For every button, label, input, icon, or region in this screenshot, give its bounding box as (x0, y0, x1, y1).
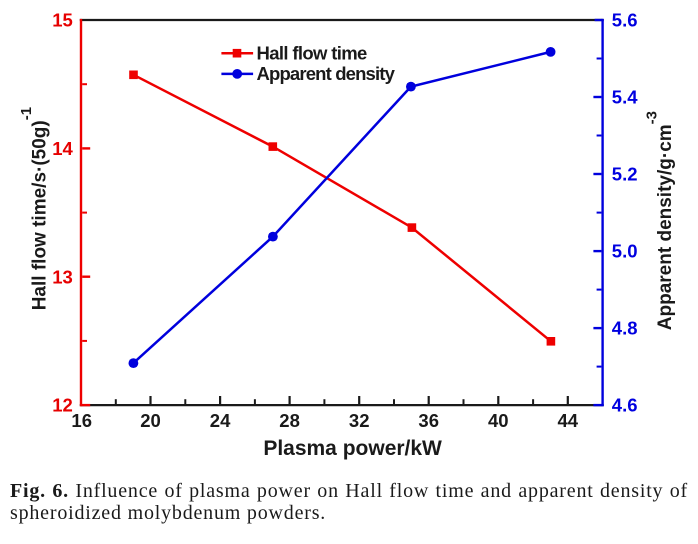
svg-text:Plasma power/kW: Plasma power/kW (263, 437, 442, 460)
svg-text:Apparent density: Apparent density (257, 63, 396, 84)
svg-text:4.6: 4.6 (612, 395, 638, 416)
svg-text:Apparent density/g·cm-3: Apparent density/g·cm-3 (644, 111, 677, 330)
svg-text:Hall flow time: Hall flow time (257, 42, 367, 63)
svg-text:5.0: 5.0 (612, 241, 638, 262)
svg-text:Hall flow time/s·(50g)-1: Hall flow time/s·(50g)-1 (18, 107, 51, 310)
svg-text:36: 36 (418, 410, 439, 431)
svg-text:44: 44 (558, 410, 579, 431)
svg-text:13: 13 (52, 266, 73, 287)
svg-text:28: 28 (279, 410, 300, 431)
svg-text:5.4: 5.4 (612, 87, 638, 108)
svg-text:32: 32 (349, 410, 370, 431)
svg-text:24: 24 (210, 410, 231, 431)
svg-text:16: 16 (71, 410, 92, 431)
svg-text:12: 12 (52, 395, 73, 416)
svg-text:40: 40 (488, 410, 509, 431)
svg-text:5.6: 5.6 (612, 10, 638, 31)
svg-text:20: 20 (140, 410, 161, 431)
svg-text:4.8: 4.8 (612, 318, 638, 339)
svg-text:5.2: 5.2 (612, 164, 638, 185)
svg-text:14: 14 (52, 138, 73, 159)
svg-text:15: 15 (52, 10, 73, 31)
